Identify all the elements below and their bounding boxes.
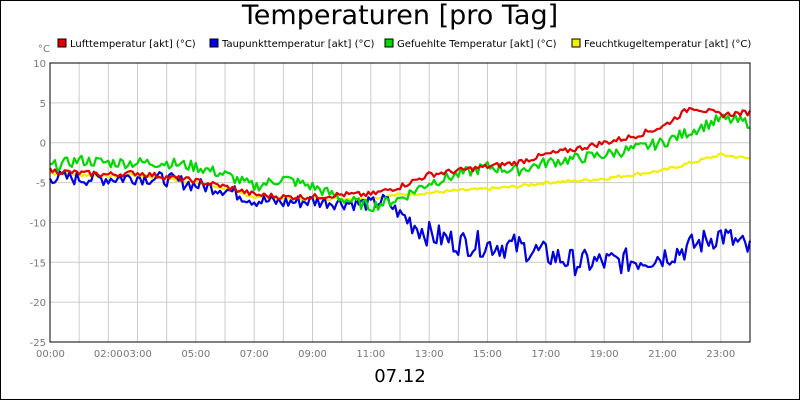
- series-lines: [49, 107, 752, 277]
- y-axis-ticks: 10 5 0 -5 -10 -15 -20 -25: [30, 59, 46, 349]
- x-tick-label: 05:00: [181, 349, 210, 360]
- legend: Lufttemperatur [akt] (°C) Taupunkttempera…: [57, 38, 751, 50]
- y-tick-label: -20: [30, 298, 46, 309]
- x-tick-label: 07:00: [240, 349, 269, 360]
- y-axis-unit: °C: [38, 44, 50, 55]
- chart-title: Temperaturen [pro Tag]: [241, 0, 559, 31]
- x-tick-label: 23:00: [706, 349, 735, 360]
- y-tick-label: 5: [40, 99, 46, 110]
- plot-area: [49, 62, 751, 343]
- series-line: [49, 113, 751, 213]
- y-tick-label: -15: [30, 258, 46, 269]
- legend-swatch: [209, 38, 219, 48]
- series-line: [49, 107, 751, 201]
- legend-label: Feuchtkugeltemperatur [akt] (°C): [584, 39, 751, 50]
- series-line: [49, 152, 751, 202]
- y-tick-label: -25: [30, 338, 46, 349]
- x-tick-label: 13:00: [415, 349, 444, 360]
- legend-label: Gefuehlte Temperatur [akt] (°C): [397, 39, 557, 50]
- legend-label: Lufttemperatur [akt] (°C): [70, 39, 196, 50]
- grid: [50, 63, 750, 342]
- x-tick-label: 03:00: [123, 349, 152, 360]
- legend-swatch: [57, 38, 67, 48]
- x-tick-label: 09:00: [298, 349, 327, 360]
- legend-label: Taupunkttemperatur [akt] (°C): [221, 39, 374, 50]
- date-label: 07.12: [374, 366, 426, 387]
- series-line: [49, 170, 752, 277]
- x-axis-ticks: 00:00 02:00 03:00 05:00 07:00 09:00 11:00 13:00…: [36, 349, 735, 360]
- x-tick-label: 15:00: [473, 349, 502, 360]
- x-tick-label: 17:00: [531, 349, 560, 360]
- y-tick-label: -5: [36, 179, 46, 190]
- legend-swatch: [384, 38, 394, 48]
- y-tick-label: 10: [33, 59, 46, 70]
- x-tick-label: 11:00: [356, 349, 385, 360]
- legend-swatch: [571, 38, 581, 48]
- x-tick-label: 19:00: [590, 349, 619, 360]
- x-tick-label: 00:00: [36, 349, 65, 360]
- x-tick-label: 21:00: [648, 349, 677, 360]
- y-tick-label: -10: [30, 218, 46, 229]
- x-tick-label: 02:00: [94, 349, 123, 360]
- y-tick-label: 0: [40, 139, 46, 150]
